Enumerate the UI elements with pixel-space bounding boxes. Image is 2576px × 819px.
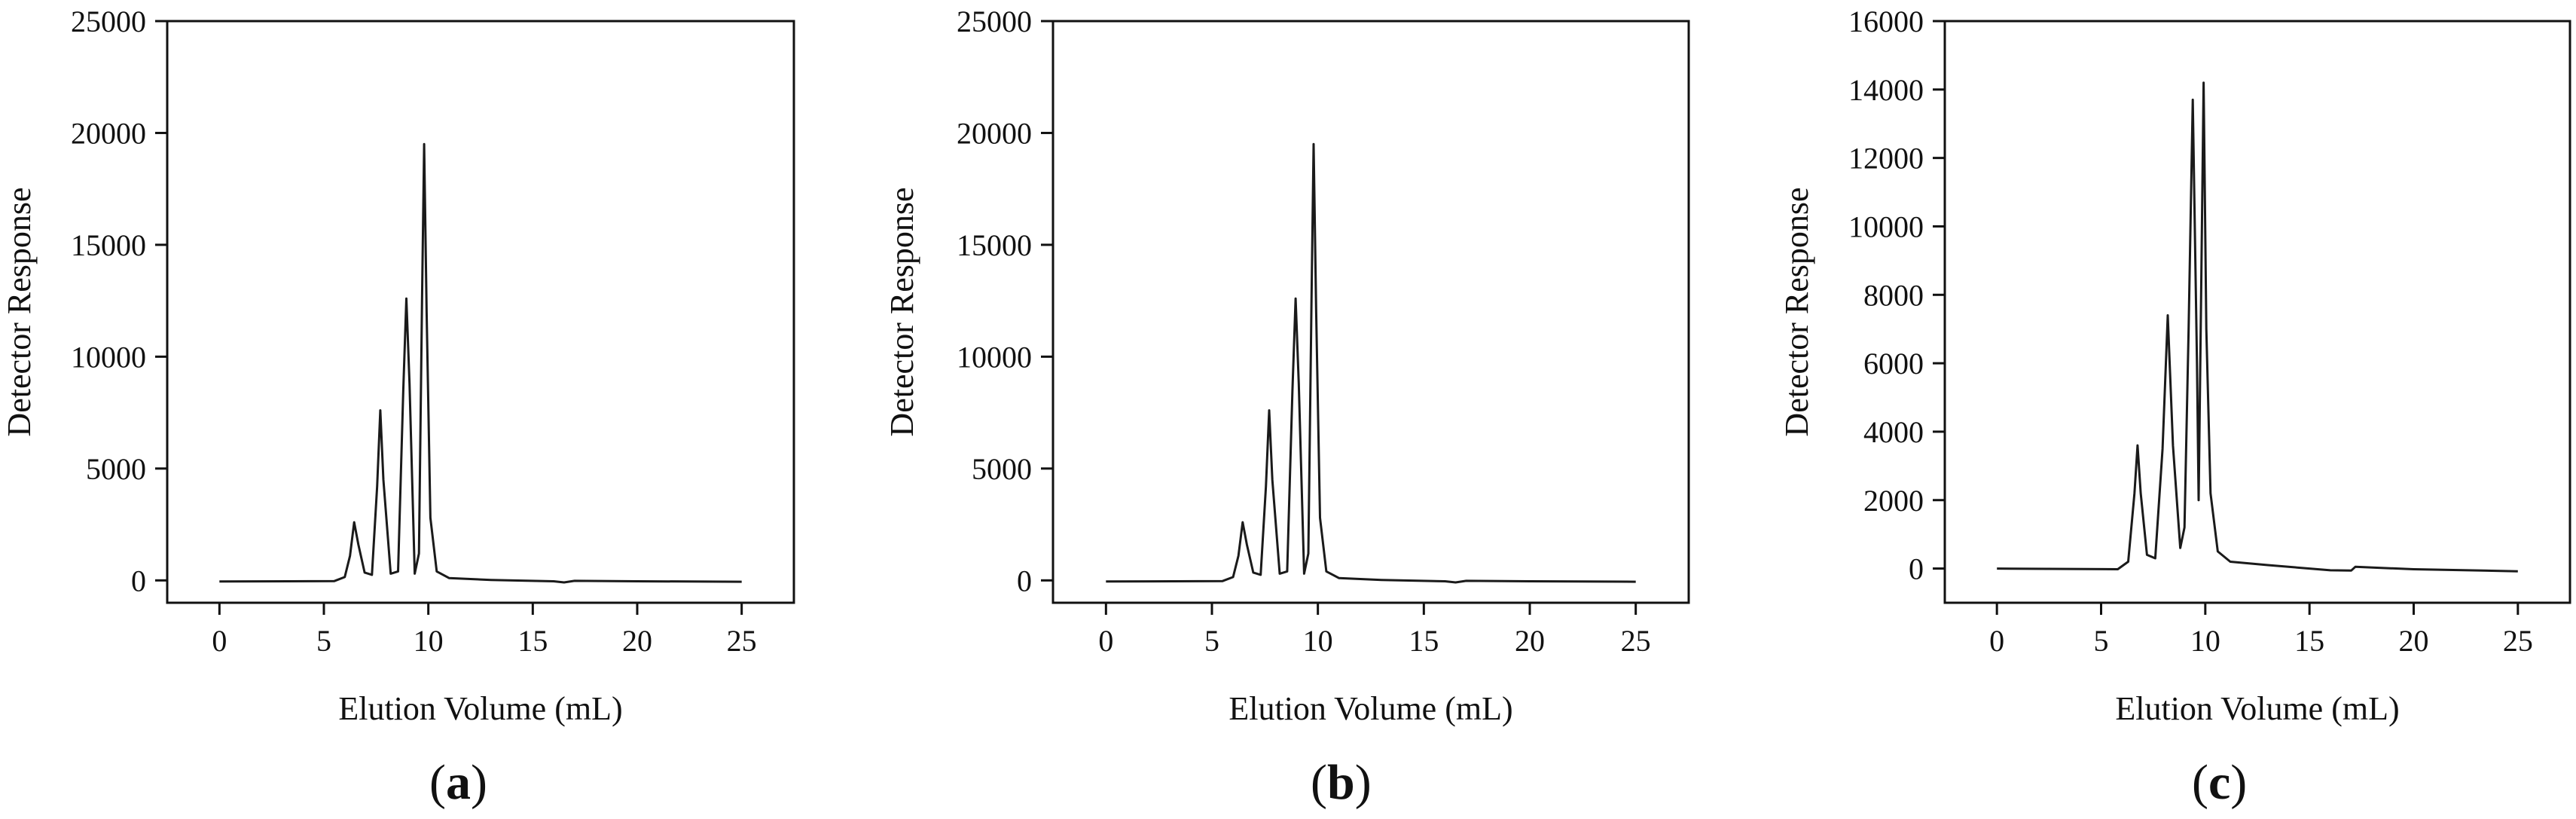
plot-area-a: 0 5 10 15 20 25 0 5000 10000 15000 20000 25000 bbox=[71, 5, 795, 658]
y-tick-label-a-20000: 20000 bbox=[71, 116, 146, 150]
x-tick-label-c-20: 20 bbox=[2399, 624, 2429, 658]
y-axis-title-c: Detector Response bbox=[1778, 187, 1815, 436]
panel-c: 0 5 10 15 20 25 0 2000 4000 6000 8000 10000 12000 140… bbox=[1778, 5, 2571, 810]
y-tick-label-c-14000: 14000 bbox=[1848, 73, 1924, 107]
x-axis-title-a: Elution Volume (mL) bbox=[338, 690, 622, 727]
x-tick-label-c-0: 0 bbox=[1989, 624, 2004, 658]
x-tick-label-a-25: 25 bbox=[727, 624, 757, 658]
plot-area-c: 0 5 10 15 20 25 0 2000 4000 6000 8000 10000 12000 140… bbox=[1848, 5, 2571, 658]
x-tick-label-b-5: 5 bbox=[1204, 624, 1219, 658]
y-tick-label-a-25000: 25000 bbox=[71, 5, 146, 38]
x-tick-label-a-15: 15 bbox=[517, 624, 548, 658]
series-line-b-0 bbox=[1106, 142, 1636, 584]
x-tick-label-a-20: 20 bbox=[622, 624, 652, 658]
y-tick-label-a-10000: 10000 bbox=[71, 340, 146, 374]
y-tick-label-b-0: 0 bbox=[1017, 564, 1032, 597]
y-tick-label-a-0: 0 bbox=[131, 564, 146, 597]
x-axis-title-c: Elution Volume (mL) bbox=[2115, 690, 2399, 727]
plot-frame-a bbox=[166, 20, 795, 604]
x-tick-label-c-10: 10 bbox=[2190, 624, 2220, 658]
x-tick-label-b-20: 20 bbox=[1515, 624, 1545, 658]
panel-label-c: (c) bbox=[2192, 755, 2247, 810]
y-axis-title-a: Detector Response bbox=[1, 187, 38, 436]
x-tick-label-c-15: 15 bbox=[2294, 624, 2324, 658]
panel-b: 0 5 10 15 20 25 0 5000 10000 15000 20000 25000 Elut… bbox=[884, 5, 1690, 810]
x-axis-title-b: Elution Volume (mL) bbox=[1228, 690, 1512, 727]
plot-frame-b bbox=[1051, 20, 1690, 604]
y-tick-label-c-6000: 6000 bbox=[1863, 347, 1924, 380]
y-tick-label-c-12000: 12000 bbox=[1848, 142, 1924, 176]
x-tick-label-b-0: 0 bbox=[1098, 624, 1113, 658]
y-tick-label-a-15000: 15000 bbox=[71, 228, 146, 262]
y-tick-label-c-0: 0 bbox=[1909, 552, 1924, 586]
x-tick-label-b-15: 15 bbox=[1409, 624, 1439, 658]
y-tick-label-c-10000: 10000 bbox=[1848, 209, 1924, 243]
y-tick-label-b-5000: 5000 bbox=[972, 452, 1032, 486]
series-line-c-0 bbox=[1997, 81, 2518, 573]
y-axis-title-b: Detector Response bbox=[884, 187, 920, 436]
series-line-a-0 bbox=[219, 142, 742, 584]
y-tick-label-c-2000: 2000 bbox=[1863, 484, 1924, 518]
y-tick-label-b-15000: 15000 bbox=[957, 228, 1032, 262]
y-tick-label-a-5000: 5000 bbox=[86, 452, 146, 486]
x-tick-label-b-10: 10 bbox=[1303, 624, 1333, 658]
y-tick-label-c-16000: 16000 bbox=[1848, 5, 1924, 38]
x-tick-label-a-10: 10 bbox=[414, 624, 444, 658]
y-tick-label-b-20000: 20000 bbox=[957, 116, 1032, 150]
y-tick-label-b-25000: 25000 bbox=[957, 5, 1032, 38]
x-tick-label-c-5: 5 bbox=[2094, 624, 2109, 658]
x-tick-label-c-25: 25 bbox=[2503, 624, 2533, 658]
y-tick-label-b-10000: 10000 bbox=[957, 340, 1032, 374]
plot-frame-c bbox=[1943, 20, 2571, 604]
panel-label-b: (b) bbox=[1311, 755, 1372, 810]
panel-a: 0 5 10 15 20 25 0 5000 10000 15000 20000 25000 Elut… bbox=[1, 5, 795, 810]
plot-area-b: 0 5 10 15 20 25 0 5000 10000 15000 20000 25000 bbox=[957, 5, 1690, 658]
panel-label-a: (a) bbox=[429, 755, 487, 810]
x-tick-label-b-25: 25 bbox=[1621, 624, 1651, 658]
y-tick-label-c-4000: 4000 bbox=[1863, 415, 1924, 449]
x-tick-label-a-0: 0 bbox=[212, 624, 227, 658]
x-tick-label-a-5: 5 bbox=[316, 624, 331, 658]
y-tick-label-c-8000: 8000 bbox=[1863, 278, 1924, 312]
